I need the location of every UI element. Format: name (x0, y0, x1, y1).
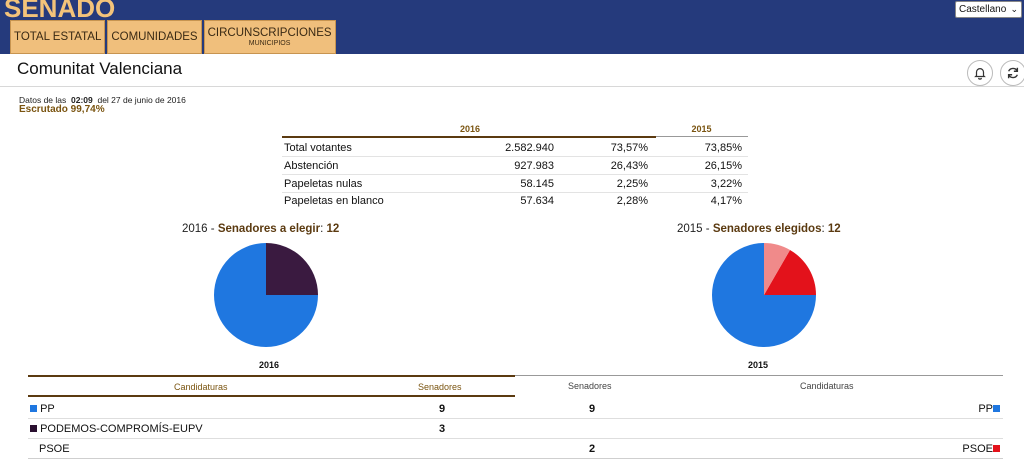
summary-header-rule (282, 136, 656, 138)
party-color-swatch (993, 405, 1000, 412)
pie-2016-year: 2016 (182, 223, 208, 235)
summary-header-2016: 2016 (459, 124, 481, 134)
row-label: Papeletas en blanco (284, 195, 384, 207)
pie-chart-2015 (712, 243, 816, 347)
header-senadores: Senadores (418, 382, 462, 392)
tab-comunidades[interactable]: COMUNIDADES (107, 20, 202, 54)
alert-bell-button[interactable] (967, 60, 993, 86)
header-candidaturas: Candidaturas (174, 382, 228, 392)
pie-2016-colon: : (320, 223, 327, 235)
party-name: PSOE (962, 443, 993, 455)
pie-2015-year: 2015 (677, 223, 703, 235)
party-left: PP (30, 403, 55, 415)
pie-slice-otro[interactable] (764, 243, 790, 295)
party-color-swatch (30, 405, 37, 412)
row-pct-2015: 4,17% (710, 195, 742, 207)
tab-label: CIRCUNSCRIPCIONES (207, 27, 332, 39)
party-color-swatch (993, 445, 1000, 452)
table-row: PP 9 9 PP (28, 399, 1003, 419)
row-value: 57.634 (520, 195, 554, 207)
pie-2015-label: Senadores elegidos (712, 223, 822, 235)
seats-2015: 2 (589, 443, 596, 455)
pie-2016-count: 12 (326, 223, 340, 235)
language-select[interactable]: Castellano ⌄ (955, 1, 1022, 18)
pie-slice-podemos-comprom-s-eupv[interactable] (266, 243, 318, 295)
row-pct-2016: 26,43% (610, 160, 648, 172)
pie-2015-dash: - (702, 223, 713, 235)
results-header-2015: Senadores Candidaturas (515, 375, 1003, 397)
row-value: 927.983 (514, 160, 554, 172)
party-name: PSOE (39, 443, 70, 455)
table-row: Papeletas en blanco 57.634 2,28% 4,17% (282, 192, 748, 210)
main-tabs: TOTAL ESTATAL COMUNIDADES CIRCUNSCRIPCIO… (10, 20, 336, 54)
party-color-swatch (30, 425, 37, 432)
header-candidaturas: Candidaturas (800, 381, 854, 391)
row-label: Papeletas nulas (284, 178, 363, 190)
row-pct-2015: 3,22% (710, 178, 742, 190)
escrutado-percent: Escrutado 99,74% (19, 104, 105, 115)
tab-total-estatal[interactable]: TOTAL ESTATAL (10, 20, 106, 54)
summary-header-rule-2015 (656, 136, 748, 137)
seats-2016: 9 (439, 403, 446, 415)
pie-2016-dash: - (207, 223, 218, 235)
bell-icon (974, 68, 986, 80)
tab-label: COMUNIDADES (111, 31, 198, 43)
table-row: Total votantes 2.582.940 73,57% 73,85% (282, 139, 748, 157)
row-pct-2015: 73,85% (704, 142, 742, 154)
stamp-suffix: del 27 de junio de 2016 (97, 95, 186, 105)
table-row: Papeletas nulas 58.145 2,25% 3,22% (282, 175, 748, 193)
summary-header-2015: 2015 (691, 124, 712, 134)
pie-2015-count: 12 (827, 223, 841, 235)
party-name: PP (978, 403, 993, 415)
table-row: PSOE 2 PSOE (28, 439, 1003, 459)
row-value: 2.582.940 (505, 142, 554, 154)
language-value: Castellano (959, 4, 1007, 15)
top-header: SENADO TOTAL ESTATAL COMUNIDADES CIRCUNS… (0, 0, 1024, 54)
pie-2016-label: Senadores a elegir (217, 223, 321, 235)
tab-circunscripciones[interactable]: CIRCUNSCRIPCIONES MUNICIPIOS (203, 20, 336, 54)
party-left: PSOE (39, 443, 70, 455)
row-label: Abstención (284, 160, 339, 172)
party-left: PODEMOS-COMPROMÍS-EUPV (30, 423, 203, 435)
results-header-2016: Candidaturas Senadores (28, 375, 515, 397)
party-right: PP (978, 403, 1000, 415)
tab-sublabel: MUNICIPIOS (248, 40, 291, 47)
title-divider (0, 86, 1024, 87)
page-title: Comunitat Valenciana (17, 59, 183, 78)
table-row: Abstención 927.983 26,43% 26,15% (282, 157, 748, 175)
party-name: PODEMOS-COMPROMÍS-EUPV (40, 423, 203, 435)
row-pct-2016: 2,28% (616, 195, 648, 207)
party-right: PSOE (962, 443, 1000, 455)
stamp-prefix: Datos de las (19, 95, 67, 105)
row-value: 58.145 (520, 178, 554, 190)
pie-2016-title: 2016 - Senadores a elegir: 12 (182, 223, 339, 235)
pie-2015-title: 2015 - Senadores elegidos: 12 (677, 223, 841, 235)
tab-label: TOTAL ESTATAL (14, 31, 102, 43)
pie-chart-2016 (214, 243, 318, 347)
senado-logo[interactable]: SENADO (4, 0, 116, 23)
row-label: Total votantes (284, 142, 352, 154)
pie-2015-colon: : (821, 223, 828, 235)
seats-2016: 3 (439, 423, 446, 435)
row-pct-2016: 73,57% (610, 142, 648, 154)
seats-2015: 9 (589, 403, 596, 415)
pie-slice-psoe[interactable] (764, 249, 816, 295)
stamp-time: 02:09 (70, 95, 93, 105)
row-pct-2015: 26,15% (704, 160, 742, 172)
data-timestamp: Datos de las 02:09 del 27 de junio de 20… (19, 95, 186, 105)
pie-2015-caption: 2015 (748, 360, 769, 370)
party-name: PP (40, 403, 55, 415)
pie-2016-caption: 2016 (259, 360, 280, 370)
refresh-button[interactable] (1000, 60, 1024, 86)
table-row: PODEMOS-COMPROMÍS-EUPV 3 (28, 419, 1003, 439)
refresh-icon (1007, 67, 1019, 79)
row-pct-2016: 2,25% (616, 178, 648, 190)
header-senadores: Senadores (568, 381, 612, 391)
chevron-down-icon: ⌄ (1010, 4, 1018, 14)
